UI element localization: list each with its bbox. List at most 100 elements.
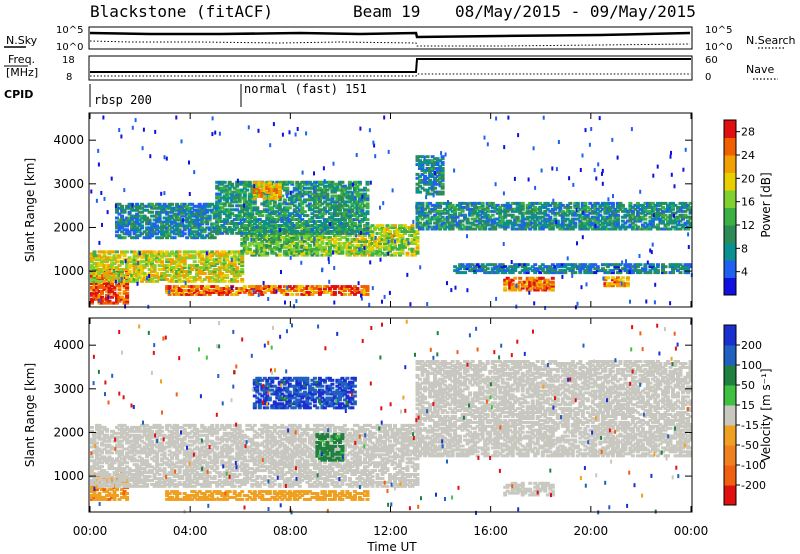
power-cell [265,224,270,227]
power-cell [127,230,132,234]
power-cell [500,217,505,221]
power-cell [460,271,465,275]
power-cell [478,221,483,225]
power-cell [237,252,242,256]
power-cell [543,286,548,290]
power-cell [515,207,520,211]
power-cell [410,226,415,230]
power-cell [508,288,513,292]
power-cell [237,270,242,273]
power-cell [295,222,300,225]
power-cell [330,243,335,247]
power-cell [290,182,295,186]
power-cell [115,216,119,220]
power-cell [325,184,330,188]
power-cell [355,212,360,216]
power-cell [172,268,177,271]
power-cell [155,202,160,206]
power-cell [433,217,438,221]
power-cell [307,247,312,251]
power-cell [187,264,192,268]
power-cell [240,230,245,234]
power-cell [347,216,352,220]
power-cell [237,200,242,204]
power-cell [262,290,267,294]
power-cell [468,269,473,273]
power-cell [292,234,297,237]
power-cell [658,213,663,217]
power-cell [102,272,107,275]
power-cell [428,225,433,229]
power-cell [285,232,290,235]
power-cell [355,210,360,214]
power-cell [110,272,114,276]
power-cell [105,284,109,287]
power-cell [180,204,185,208]
power-cell [433,178,438,182]
power-cell [115,266,119,270]
power-cell [485,209,490,213]
power-cell [115,230,119,234]
power-cell [275,230,280,234]
power-cell [400,237,405,241]
power-cell [322,200,327,204]
power-cell [495,267,500,271]
power-cell [230,264,235,268]
power-cell [165,285,170,289]
power-cell [175,250,180,254]
power-cell [300,239,305,243]
power-cell [671,271,675,275]
power-cell [135,252,140,256]
power-cell [523,223,528,227]
power-cell [398,228,402,232]
power-cell [175,258,180,262]
power-cell [608,269,613,273]
power-cell [102,279,107,283]
power-cell [615,219,620,223]
power-cell [488,223,493,227]
power-cell [220,252,225,256]
power-cell [252,225,257,229]
power-cell [185,285,190,289]
power-cell [440,176,445,180]
power-cell [110,295,114,299]
power-cell [375,224,380,228]
power-cell [535,276,540,280]
power-cell [262,200,267,204]
power-cell [488,219,493,223]
power-cell [395,232,400,235]
power-cell [245,227,250,231]
power-cell [132,262,137,266]
power-cell [630,211,635,215]
power-cell [322,188,327,192]
power-cell [117,276,122,280]
power-cell [112,301,117,305]
power-cell [368,226,372,230]
power-cell [215,258,220,262]
power-cell [648,265,653,269]
power-cell [230,190,235,194]
power-cell [350,251,355,255]
power-cell [307,202,312,206]
power-cell [330,292,335,296]
power-cell [357,194,362,198]
power-cell [433,176,438,180]
power-cell [207,272,212,275]
power-cell [383,243,387,247]
power-cell [650,205,655,209]
power-cell [227,196,232,200]
power-cell [242,249,247,253]
power-cell [543,209,548,213]
power-cell [337,232,342,235]
power-cell [217,289,222,292]
power-cell [430,186,435,190]
power-cell [490,225,495,229]
power-cell [267,208,272,212]
power-cell [373,243,377,247]
power-cell [410,249,415,253]
power-cell [232,225,237,229]
power-cell [227,279,232,283]
power-cell [100,256,104,260]
power-cell [92,291,97,295]
power-cell [300,192,305,196]
